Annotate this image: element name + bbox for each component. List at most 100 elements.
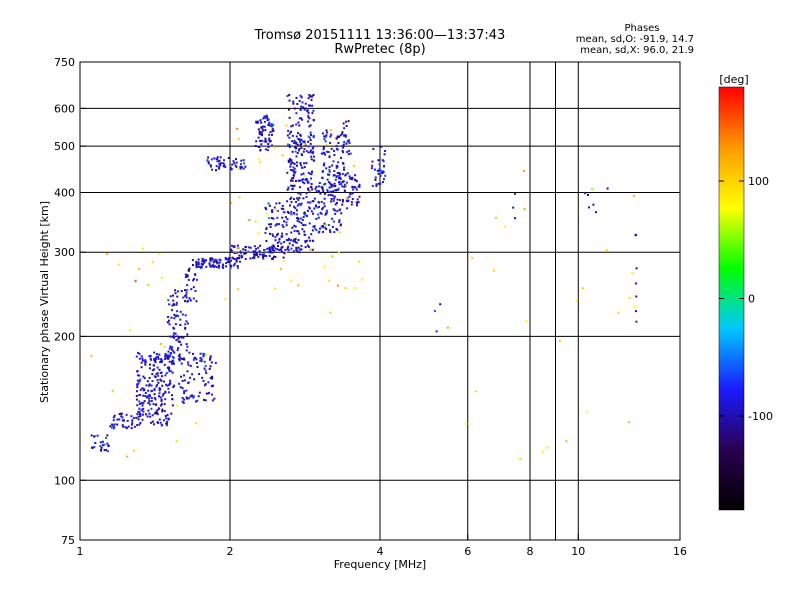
data-point-x <box>345 184 348 187</box>
data-point-o <box>184 289 186 292</box>
data-point-o <box>297 198 300 201</box>
data-point-o <box>119 412 122 415</box>
data-point-o <box>266 149 269 152</box>
data-point-o <box>201 376 204 379</box>
data-point-o <box>314 205 317 208</box>
data-point-o <box>185 389 188 392</box>
data-point-o <box>230 264 233 267</box>
data-point-o <box>273 245 275 248</box>
data-point-o <box>219 164 222 167</box>
data-point-o <box>231 244 233 247</box>
data-point-o <box>192 286 195 289</box>
data-point-o <box>340 212 343 215</box>
data-point-o <box>302 215 305 218</box>
data-point-o <box>332 190 335 193</box>
data-point-o <box>312 159 315 162</box>
data-point-o <box>306 110 309 113</box>
data-point-o <box>334 185 337 188</box>
data-point-o <box>292 100 295 103</box>
data-point-o <box>301 101 304 104</box>
data-point-o <box>278 249 281 251</box>
data-point-o <box>120 415 123 418</box>
data-point-o <box>211 265 214 268</box>
data-point-o <box>329 190 332 193</box>
data-point-o <box>262 253 265 256</box>
data-point-o <box>154 412 157 415</box>
data-point-o <box>298 251 301 254</box>
data-point-o <box>207 156 210 159</box>
data-point-o <box>330 200 332 203</box>
data-point-o <box>164 353 167 355</box>
data-point-o <box>165 372 168 375</box>
data-point-o <box>357 201 360 204</box>
data-point-o <box>298 248 301 251</box>
data-point-o <box>324 213 327 216</box>
data-point-o <box>290 130 293 133</box>
data-point-x <box>546 446 549 449</box>
data-point-o <box>235 260 238 263</box>
data-point-o <box>292 177 295 180</box>
data-point-o <box>344 133 347 136</box>
data-point-o <box>169 355 172 358</box>
data-point-o <box>206 159 209 162</box>
data-point-o <box>337 161 340 164</box>
data-point-o <box>147 402 150 404</box>
data-point-o <box>290 210 293 213</box>
data-point-o <box>330 133 333 136</box>
colorbar-tick-label: -100 <box>748 410 773 423</box>
data-point-o <box>288 116 291 119</box>
data-point-o <box>298 180 301 182</box>
data-point-o <box>260 131 263 134</box>
data-point-o <box>189 395 192 398</box>
data-point-o <box>156 353 158 356</box>
data-point-o <box>215 266 218 269</box>
data-point-o <box>173 351 176 354</box>
data-point-o <box>267 250 270 253</box>
data-point-o <box>168 347 171 350</box>
data-point-o <box>176 310 179 313</box>
data-point-o <box>377 159 380 162</box>
data-point-o <box>323 202 326 205</box>
data-point-o <box>321 208 324 211</box>
data-point-o <box>285 239 288 241</box>
data-point-o <box>224 166 227 168</box>
data-point-o <box>342 151 345 154</box>
data-point-o <box>326 173 329 176</box>
data-point-o <box>205 265 208 268</box>
data-point-o <box>211 264 214 267</box>
data-point-o <box>292 250 295 253</box>
x-tick-label: 2 <box>227 545 234 558</box>
data-point-o <box>181 400 184 403</box>
data-point-o <box>100 446 103 449</box>
data-point-o <box>280 235 283 238</box>
data-point-o <box>260 126 263 129</box>
data-point-o <box>307 135 310 138</box>
data-point-o <box>296 217 299 220</box>
data-point-o <box>344 135 347 137</box>
data-point-o <box>173 336 176 339</box>
data-point-o <box>291 226 294 229</box>
data-point-o <box>173 362 175 365</box>
data-point-o <box>293 167 296 170</box>
data-point-o <box>321 225 324 227</box>
data-point-o <box>196 366 199 368</box>
data-point-o <box>299 217 302 220</box>
data-point-o <box>136 424 139 427</box>
data-point-o <box>294 239 296 242</box>
data-point-o <box>319 227 321 230</box>
data-point-o <box>191 373 194 376</box>
data-point-o <box>333 182 336 185</box>
data-point-o <box>209 257 212 260</box>
data-point-o <box>140 361 143 364</box>
data-point-o <box>156 379 159 382</box>
data-point-o <box>184 294 187 297</box>
data-point-o <box>209 259 212 262</box>
data-point-o <box>300 105 303 108</box>
data-point-o <box>380 145 383 148</box>
data-point-o <box>171 394 173 397</box>
data-point-o <box>276 209 279 212</box>
data-point-o <box>290 239 292 242</box>
data-point-o <box>319 211 322 214</box>
data-point-o <box>116 418 119 421</box>
data-point-o <box>274 255 277 258</box>
